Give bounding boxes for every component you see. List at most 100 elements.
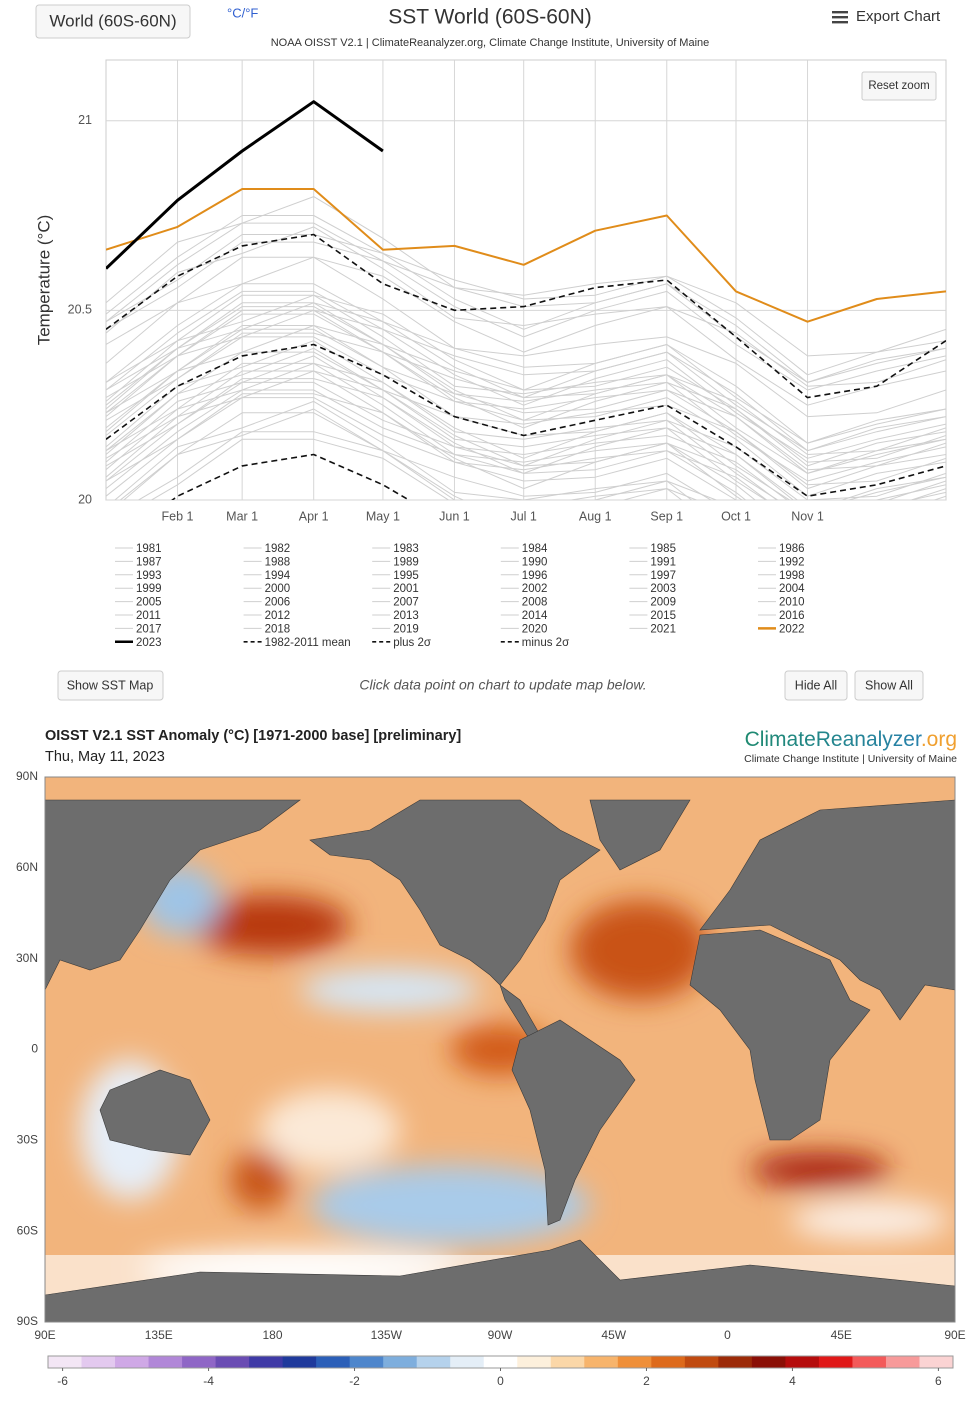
show-all-button[interactable]: Show All (854, 670, 924, 701)
legend-item[interactable]: 2008 (500, 597, 548, 609)
x-tick-label: Aug 1 (579, 509, 612, 523)
legend-item[interactable]: 2020 (500, 623, 548, 635)
legend-item[interactable]: 1997 (629, 570, 676, 582)
series-line (114, 400, 718, 500)
series-line (106, 241, 946, 391)
legend-item[interactable]: 2016 (758, 610, 805, 622)
series-line (106, 309, 946, 459)
anomaly-map (45, 777, 955, 1322)
legend-label: 1982 (265, 543, 291, 555)
legend-item[interactable]: 2009 (629, 597, 676, 609)
legend-item[interactable]: 2000 (243, 583, 291, 595)
series-line (106, 370, 946, 500)
legend-label: 1989 (393, 556, 419, 568)
legend-item[interactable]: 1995 (372, 570, 419, 582)
region-button-label: World (60S-60N) (49, 11, 176, 30)
legend-item[interactable]: 2012 (243, 610, 291, 622)
colorbar-swatch (751, 1356, 786, 1368)
logo: ClimateReanalyzer.org (745, 728, 957, 751)
legend-item[interactable]: 2023 (115, 637, 162, 649)
colorbar-tick-label: 2 (643, 1374, 650, 1388)
legend-item[interactable]: 2019 (372, 623, 419, 635)
series-line (106, 347, 946, 500)
legend-label: 2011 (136, 610, 161, 622)
legend-label: 1986 (779, 543, 805, 555)
legend-item[interactable]: minus 2σ (500, 637, 569, 649)
region-button[interactable]: World (60S-60N) (35, 4, 191, 39)
export-button[interactable]: Export Chart (832, 8, 941, 25)
legend-label: 2020 (522, 623, 548, 635)
legend-item[interactable]: 1988 (243, 556, 291, 568)
chart-subtitle: NOAA OISST V2.1 | ClimateReanalyzer.org,… (271, 37, 710, 49)
legend-item[interactable]: 2017 (115, 623, 162, 635)
legend-item[interactable]: 2004 (758, 583, 805, 595)
legend-label: 2023 (136, 637, 162, 649)
legend-item[interactable]: 1983 (372, 543, 419, 555)
legend: 1981 1982 1983 1984 1985 1986 1987 1988 1989 1990… (115, 543, 805, 649)
legend-label: 2012 (265, 610, 291, 622)
legend-item[interactable]: 1994 (243, 570, 291, 582)
legend-item[interactable]: 1998 (758, 570, 805, 582)
hint: Click data point on chart to update map … (359, 677, 646, 693)
series-line (106, 332, 946, 482)
series-line (106, 226, 946, 387)
legend-item[interactable]: plus 2σ (372, 637, 431, 649)
legend-item[interactable]: 1990 (500, 556, 548, 568)
legend-item[interactable]: 2021 (629, 623, 676, 635)
legend-item[interactable]: 2013 (372, 610, 419, 622)
legend-item[interactable]: 2003 (629, 583, 676, 595)
legend-item[interactable]: 2014 (500, 610, 548, 622)
x-tick-label: May 1 (366, 509, 400, 523)
series-line (106, 294, 946, 444)
colorbar-swatch (81, 1356, 116, 1368)
legend-item[interactable]: 1999 (115, 583, 162, 595)
show-map-button[interactable]: Show SST Map (57, 670, 164, 701)
legend-item[interactable]: 2011 (115, 610, 161, 622)
legend-item[interactable]: 2006 (243, 597, 291, 609)
lon-label: 45E (831, 1328, 852, 1342)
colorbar-swatch (349, 1356, 384, 1368)
y-tick-label: 20.5 (68, 303, 92, 317)
legend-item[interactable]: 1989 (372, 556, 419, 568)
units-toggle[interactable]: °C/°F (227, 5, 258, 20)
legend-item[interactable]: 2018 (243, 623, 291, 635)
lon-label: 0 (724, 1328, 731, 1342)
legend-item[interactable]: 2022 (758, 623, 805, 635)
legend-item[interactable]: 2005 (115, 597, 162, 609)
legend-label: 1985 (650, 543, 676, 555)
legend-item[interactable]: 1985 (629, 543, 676, 555)
legend-item[interactable]: 1981 (115, 543, 162, 555)
legend-item[interactable]: 2015 (629, 610, 676, 622)
x-tick-label: Sep 1 (650, 509, 683, 523)
series-line (106, 290, 946, 452)
legend-item[interactable]: 1982-2011 mean (243, 637, 351, 649)
legend-item[interactable]: 1987 (115, 556, 162, 568)
legend-label: 1988 (265, 556, 291, 568)
series-line (137, 431, 693, 500)
legend-item[interactable]: 1986 (758, 543, 805, 555)
legend-label: 2022 (779, 623, 805, 635)
lat-label: 90N (16, 769, 38, 783)
lon-label: 90E (944, 1328, 965, 1342)
colorbar-tick-label: -2 (349, 1374, 360, 1388)
legend-item[interactable]: 2007 (372, 597, 419, 609)
colorbar-swatch (48, 1356, 83, 1368)
legend-item[interactable]: 1984 (500, 543, 548, 555)
map-frame (44, 776, 956, 1323)
legend-item[interactable]: 1991 (629, 556, 676, 568)
legend-item[interactable]: 2001 (372, 583, 419, 595)
hide-all-label: Hide All (795, 678, 837, 692)
legend-item[interactable]: 1982 (243, 543, 291, 555)
reset-zoom-button[interactable]: Reset zoom (861, 71, 937, 101)
legend-item[interactable]: 1993 (115, 570, 162, 582)
legend-item[interactable]: 2002 (500, 583, 548, 595)
series-line (106, 370, 768, 500)
legend-item[interactable]: 1996 (500, 570, 548, 582)
logo-credit: Climate Change Institute | University of… (744, 753, 957, 765)
legend-item[interactable]: 1992 (758, 556, 805, 568)
lat-label: 60S (17, 1223, 38, 1237)
hide-all-button[interactable]: Hide All (784, 670, 848, 701)
series-line (171, 453, 411, 500)
colorbar-swatch (483, 1356, 518, 1368)
legend-item[interactable]: 2010 (758, 597, 805, 609)
